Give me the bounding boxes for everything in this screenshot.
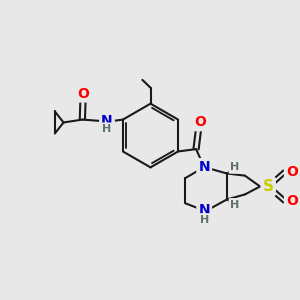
Text: N: N	[198, 160, 210, 174]
Text: O: O	[77, 86, 89, 100]
Text: O: O	[194, 115, 206, 129]
Text: S: S	[263, 179, 274, 194]
Text: O: O	[286, 194, 298, 208]
Text: H: H	[200, 215, 209, 225]
Text: N: N	[198, 203, 210, 217]
Text: N: N	[101, 114, 113, 128]
Text: O: O	[286, 165, 298, 179]
Text: H: H	[230, 200, 239, 210]
Text: H: H	[230, 162, 239, 172]
Text: H: H	[102, 124, 111, 134]
Polygon shape	[227, 200, 234, 206]
Polygon shape	[227, 167, 234, 173]
